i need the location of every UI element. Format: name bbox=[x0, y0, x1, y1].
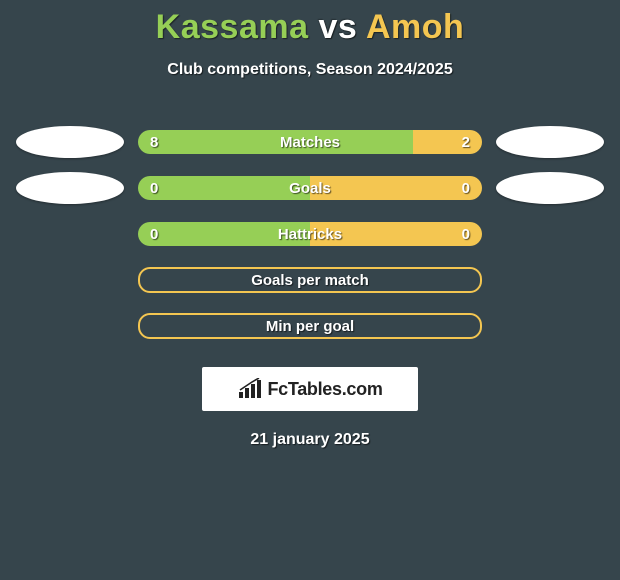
bar-right-fill bbox=[310, 176, 482, 200]
player1-marker bbox=[16, 126, 124, 158]
stat-label: Goals per match bbox=[140, 269, 480, 291]
stat-row: Goals per match bbox=[0, 257, 620, 303]
stat-bar: Matches82 bbox=[138, 130, 482, 154]
vs-separator: vs bbox=[318, 8, 357, 46]
stat-bar: Goals per match bbox=[138, 267, 482, 293]
stat-bar: Hattricks00 bbox=[138, 222, 482, 246]
brand-text: FcTables.com bbox=[267, 379, 382, 400]
player2-marker bbox=[496, 126, 604, 158]
stat-row: Min per goal bbox=[0, 303, 620, 349]
brand-box: FcTables.com bbox=[202, 367, 418, 411]
bar-left-fill bbox=[138, 222, 310, 246]
stat-bar: Min per goal bbox=[138, 313, 482, 339]
stat-label: Min per goal bbox=[140, 315, 480, 337]
bar-left-fill bbox=[138, 176, 310, 200]
stat-bar: Goals00 bbox=[138, 176, 482, 200]
brand-inner: FcTables.com bbox=[237, 378, 382, 400]
stat-row: Matches82 bbox=[0, 119, 620, 165]
bar-left-fill bbox=[138, 130, 413, 154]
bars-chart-icon bbox=[237, 378, 263, 400]
stat-row: Hattricks00 bbox=[0, 211, 620, 257]
stat-rows-container: Matches82 Goals00 Hattricks00 Goals per mat… bbox=[0, 119, 620, 349]
subtitle: Club competitions, Season 2024/2025 bbox=[0, 61, 620, 79]
bar-right-fill bbox=[310, 222, 482, 246]
player2-marker bbox=[496, 172, 604, 204]
player1-marker bbox=[16, 172, 124, 204]
stat-row: Goals00 bbox=[0, 165, 620, 211]
date-label: 21 january 2025 bbox=[0, 431, 620, 449]
player1-name: Kassama bbox=[156, 8, 309, 46]
comparison-title: Kassama vs Amoh bbox=[0, 0, 620, 47]
player2-name: Amoh bbox=[366, 8, 464, 46]
bar-right-fill bbox=[413, 130, 482, 154]
